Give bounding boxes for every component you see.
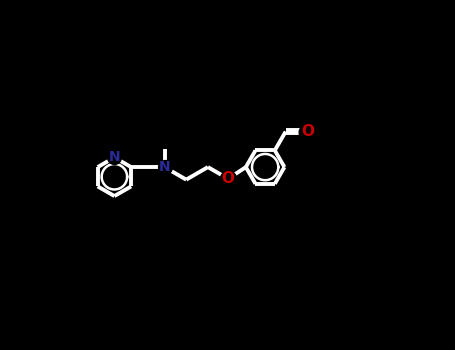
Text: N: N	[159, 160, 170, 174]
Text: N: N	[109, 150, 120, 164]
Text: O: O	[301, 124, 314, 139]
Text: O: O	[222, 171, 235, 186]
